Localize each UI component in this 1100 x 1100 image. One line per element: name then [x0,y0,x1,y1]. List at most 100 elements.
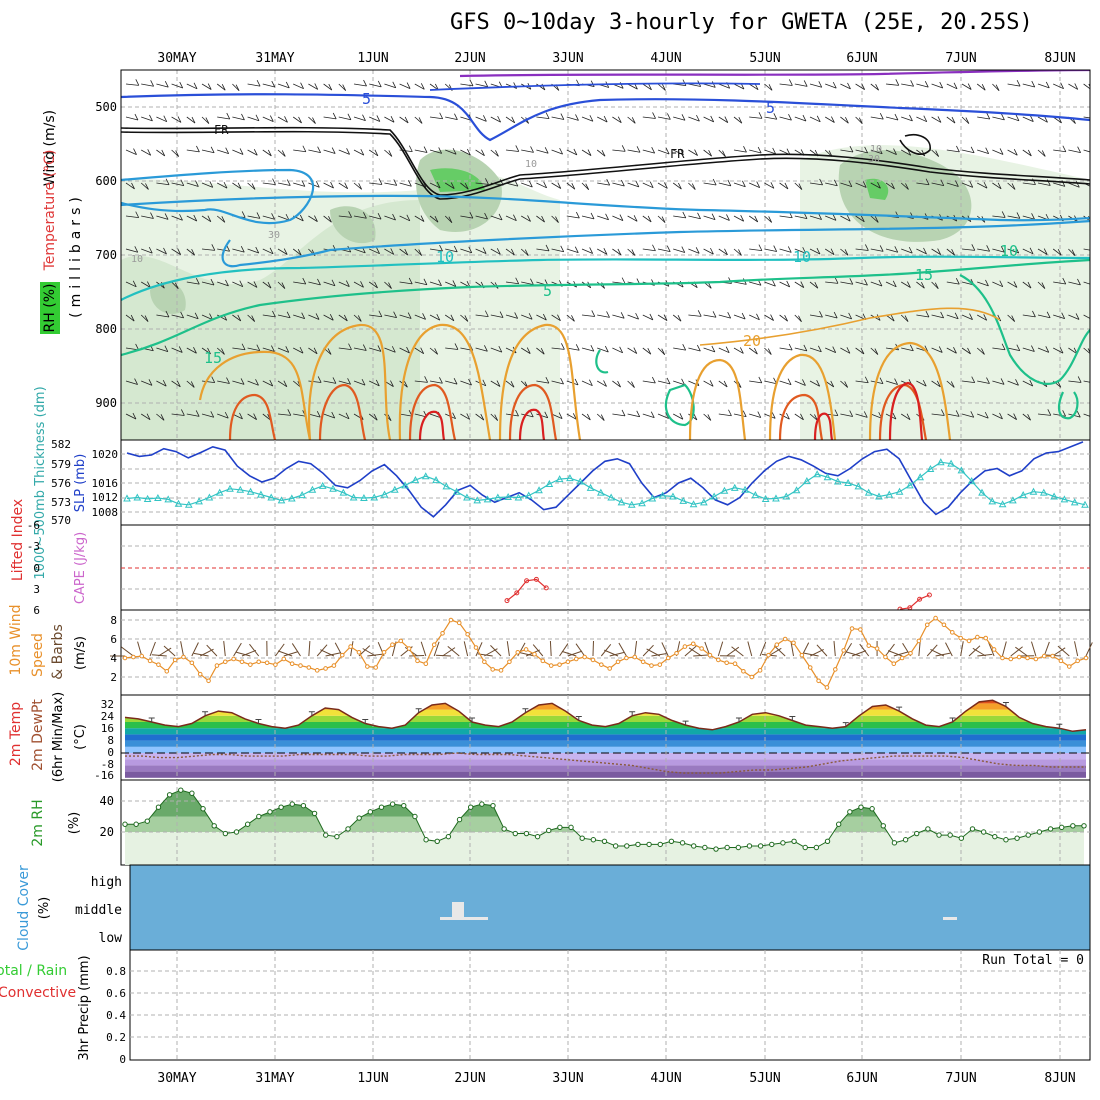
upper-wind-barb-flag [819,178,823,186]
upper-wind-barb [764,83,773,91]
upper-wind-barb [460,182,469,190]
cape-axis-label: CAPE (J/kg) [73,532,88,604]
upper-wind-barb [596,149,606,157]
upper-wind-barb-flag [861,83,865,90]
upper-wind-barb [992,281,1003,288]
upper-wind-barb-flag [133,148,137,155]
rh2m-ticks: 40 20 [100,794,114,839]
upper-wind-barb [262,413,271,421]
upper-wind-barb-flag [211,376,216,383]
upper-wind-barb [809,182,823,186]
svg-text:FR: FR [670,147,685,161]
wind-speed-point [975,634,980,640]
wind-speed-point [916,638,922,644]
temperature-band [125,746,1086,753]
thickness-point [184,500,193,508]
upper-wind-barb-flag [604,345,609,353]
temp-maxmin-marker [1056,723,1063,729]
upper-wind-barb-flag [895,79,900,86]
upper-wind-barb-flag [1001,113,1005,121]
rh-point [256,813,262,820]
wind-speed-point [1041,653,1047,659]
upper-wind-barb-flag [422,313,426,320]
wind-speed-point [615,659,621,665]
wind-barb [930,648,945,657]
upper-wind-barb-flag [406,214,411,221]
wind-barb [646,648,661,657]
upper-wind-barb [885,281,897,288]
upper-wind-barb [429,380,443,384]
upper-wind-barb [1007,248,1019,254]
upper-wind-barb-flag [348,343,352,350]
wind-speed-point [782,636,788,642]
upper-wind-barb-flag [697,310,702,317]
upper-wind-barb-flag [145,183,149,190]
upper-wind-barb [642,314,654,321]
upper-wind-barb [749,248,762,252]
upper-wind-barb [1022,149,1032,157]
upper-wind-barb-flag [283,380,288,387]
upper-wind-barb [733,182,746,188]
upper-wind-barb-flag [754,215,759,223]
upper-wind-barb-flag [181,409,185,416]
rh-point [200,806,206,812]
wind-speed-point [473,645,479,650]
upper-wind-barb [703,413,712,421]
upper-wind-barb [490,215,503,221]
rh-point [356,815,362,821]
upper-wind-barb-flag [468,378,472,386]
wind-barb [918,641,921,657]
svg-text:30: 30 [268,230,280,241]
upper-wind-barb-flag [346,148,350,155]
upper-wind-barb-flag [606,178,611,186]
upper-wind-barb [581,248,593,254]
upper-wind-barb [809,116,821,123]
upper-wind-barb [125,413,137,420]
upper-wind-barb-flag [408,180,412,187]
thickness-point [380,490,389,498]
upper-wind-barb-flag [635,312,639,320]
upper-wind-barb [475,149,485,157]
upper-wind-barb [688,347,701,352]
upper-wind-barb [156,380,167,387]
rh-point [958,835,965,841]
upper-wind-barb-flag [833,311,838,319]
upper-wind-barb [931,149,939,157]
svg-text:579: 579 [51,458,71,471]
wind-speed-point [147,658,153,664]
upper-wind-barb [323,380,337,384]
upper-wind-barb [779,215,793,219]
upper-wind-barb [916,83,929,88]
upper-wind-barb [262,347,275,352]
upper-wind-barb-flag [1011,183,1016,190]
upper-wind-barb [794,116,807,122]
upper-wind-barb [186,248,195,256]
thickness-point [1050,492,1058,500]
wind-barb [661,642,669,657]
wind-barb [651,653,667,657]
wind-speed-point [172,657,178,663]
top-date-label: 2JUN [454,51,485,66]
wind-speed-point [348,644,353,649]
upper-wind-barb-flag [571,182,576,190]
upper-wind-barb [1053,347,1064,354]
temp-maxmin-marker [469,717,476,722]
upper-wind-barb-flag [652,112,656,119]
svg-text:5: 5 [362,90,371,108]
upper-wind-barb-flag [984,411,989,419]
upper-wind-barb-flag [621,409,626,417]
upper-wind-barb-flag [240,378,245,385]
rh-point [345,826,351,832]
upper-wind-barb [536,149,549,154]
upper-wind-barb [703,182,717,186]
upper-wind-barb-flag [663,314,668,321]
upper-wind-barb-flag [1041,282,1046,289]
upper-wind-barb-flag [331,147,336,154]
upper-wind-barb-flag [256,212,261,219]
upper-wind-barb [840,149,854,153]
thickness-axis-label: 1000~500mb Thickness (dm) [33,386,48,579]
upper-wind-barb-flag [424,376,428,383]
wind-barb [559,643,569,657]
upper-wind-barb-flag [226,245,230,252]
upper-wind-barb [216,83,226,91]
